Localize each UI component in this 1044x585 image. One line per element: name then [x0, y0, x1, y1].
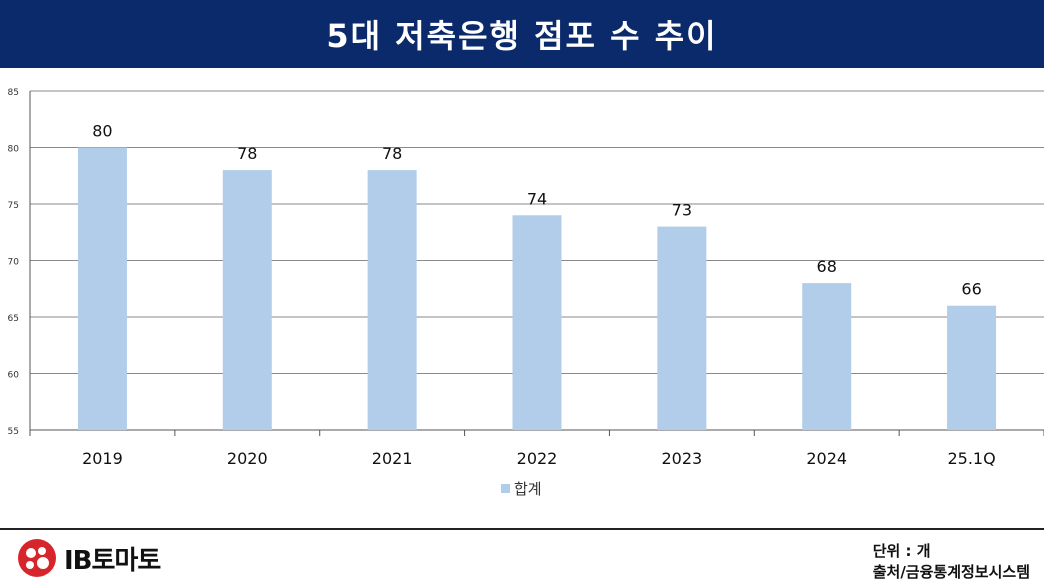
data-label: 80	[92, 122, 112, 141]
bar	[77, 147, 127, 430]
x-tick-label: 2022	[517, 449, 558, 468]
x-tick-label: 2021	[372, 449, 413, 468]
chart-title: 5대 저축은행 점포 수 추이	[326, 17, 718, 55]
legend-label: 합계	[514, 480, 542, 498]
source-label: 출처/금융통계정보시스템	[872, 563, 1030, 581]
bar	[657, 226, 707, 430]
chart-area: 55 60 65 70 75 80 85 80 2019 78 2020 78 2021 74 2022 73…	[0, 68, 1044, 528]
y-tick-label: 85	[8, 88, 19, 98]
x-tick-label: 2023	[661, 449, 702, 468]
logo-emblem-icon	[18, 539, 56, 577]
bar	[222, 170, 272, 430]
bar	[802, 283, 852, 430]
bar-chart: 55 60 65 70 75 80 85 80 2019 78 2020 78 2021 74 2022 73…	[8, 88, 1044, 498]
bar	[947, 305, 997, 430]
logo-text: IB토마토	[64, 545, 161, 576]
header-bar: 5대 저축은행 점포 수 추이	[0, 0, 1044, 68]
data-label: 66	[961, 280, 981, 299]
data-label: 78	[382, 144, 402, 163]
footer-note: 단위 : 개 출처/금융통계정보시스템	[873, 541, 1030, 583]
unit-label: 단위 : 개	[872, 542, 931, 560]
y-tick-label: 70	[8, 258, 20, 268]
data-label: 68	[817, 257, 837, 276]
x-tick-label: 2019	[82, 449, 123, 468]
x-tick-label: 2020	[227, 449, 268, 468]
y-tick-label: 55	[8, 427, 19, 437]
data-label: 74	[527, 189, 547, 208]
y-tick-label: 75	[8, 201, 19, 211]
ib-tomato-logo: IB토마토	[16, 536, 161, 580]
data-label: 73	[672, 201, 692, 220]
legend-swatch	[501, 484, 510, 493]
footer-divider	[0, 528, 1044, 530]
bar	[512, 215, 562, 430]
x-tick-label: 25.1Q	[947, 449, 995, 468]
y-tick-label: 80	[8, 145, 20, 155]
y-tick-label: 60	[8, 371, 20, 381]
bar	[367, 170, 417, 430]
x-tick-label: 2024	[806, 449, 847, 468]
data-label: 78	[237, 144, 257, 163]
y-tick-label: 65	[8, 314, 19, 324]
